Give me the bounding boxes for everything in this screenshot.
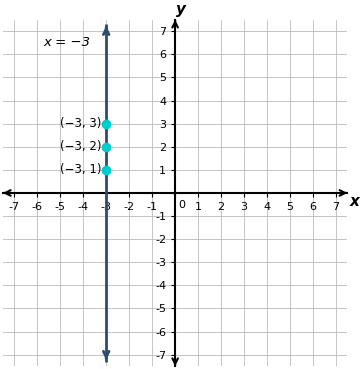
Text: y: y [176,2,186,17]
Text: x = −3: x = −3 [43,36,90,49]
Text: (−3, 1): (−3, 1) [60,163,102,176]
Text: 0: 0 [178,200,186,210]
Text: x: x [350,193,360,208]
Text: (−3, 2): (−3, 2) [60,140,102,153]
Text: (−3, 3): (−3, 3) [60,117,102,130]
